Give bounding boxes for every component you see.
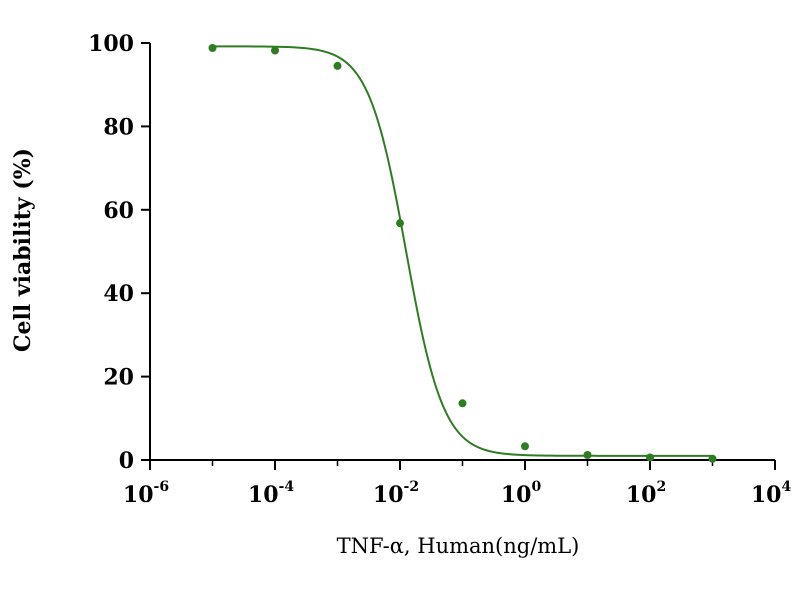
y-tick-label: 100: [88, 31, 134, 57]
x-tick-label: 10-4: [248, 479, 294, 508]
data-point: [583, 450, 592, 459]
y-tick-label: 60: [103, 198, 134, 224]
plot-area: [208, 44, 717, 463]
data-point: [396, 219, 404, 228]
x-tick-label: 10-6: [123, 479, 169, 508]
x-axis: 10-6 10-4 10-2 100 102 104: [123, 459, 792, 508]
data-point: [333, 61, 342, 70]
data-point: [521, 442, 529, 451]
x-tick-label: 102: [626, 479, 666, 508]
data-point: [458, 399, 467, 408]
y-axis: 0 20 40 60 80 100: [88, 31, 151, 474]
data-point: [646, 453, 654, 462]
y-tick-label: 20: [103, 365, 134, 391]
x-tick-label: 100: [501, 479, 542, 508]
y-tick-label: 80: [103, 114, 134, 140]
data-point: [708, 454, 717, 463]
x-axis-label: TNF-α, Human(ng/mL): [337, 534, 580, 558]
y-tick-label: 0: [119, 448, 134, 474]
data-point: [208, 44, 217, 53]
y-tick-label: 40: [103, 281, 134, 307]
data-point: [271, 46, 279, 55]
x-tick-label: 104: [751, 479, 792, 508]
x-tick-label: 10-2: [373, 479, 419, 508]
fit-curve: [212, 45, 713, 457]
y-axis-label: Cell viability (%): [10, 148, 36, 352]
